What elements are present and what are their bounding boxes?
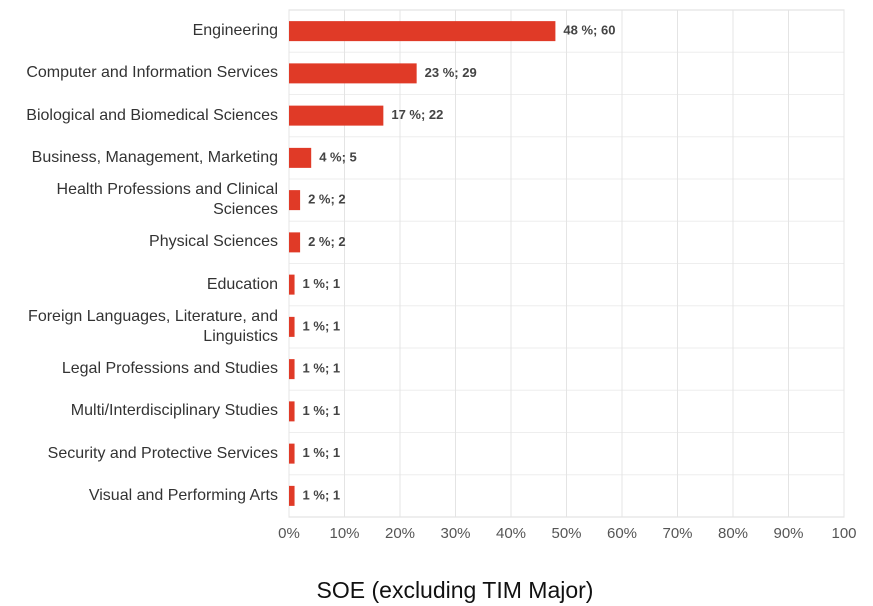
value-label: 2 %; 2 (308, 234, 346, 249)
value-label: 23 %; 29 (425, 65, 477, 80)
value-label: 2 %; 2 (308, 192, 346, 207)
value-label: 17 %; 22 (391, 107, 443, 122)
bar (289, 190, 301, 211)
bar (289, 401, 295, 422)
value-label: 1 %; 1 (303, 403, 341, 418)
x-tick-label: 10% (329, 525, 359, 542)
y-tick-label: Biological and Biomedical Sciences (26, 106, 278, 124)
value-label: 1 %; 1 (303, 361, 341, 376)
x-tick-label: 50% (551, 525, 581, 542)
bar (289, 105, 384, 126)
value-label: 1 %; 1 (303, 445, 341, 460)
x-tick-label: 70% (662, 525, 692, 542)
bar (289, 443, 295, 464)
bar (289, 232, 301, 253)
y-tick-label: Physical Sciences (149, 233, 278, 251)
bar (289, 274, 295, 295)
x-tick-label: 20% (385, 525, 415, 542)
chart-title: SOE (excluding TIM Major) (317, 577, 594, 603)
bar (289, 63, 417, 84)
x-tick-label: 40% (496, 525, 526, 542)
y-tick-label: Multi/Interdisciplinary Studies (70, 402, 278, 420)
y-tick-label: Health Professions and Clinical Sciences (56, 181, 278, 219)
y-tick-label: Engineering (192, 22, 278, 40)
bar (289, 485, 295, 506)
y-tick-label: Visual and Performing Arts (88, 486, 278, 504)
y-tick-label: Foreign Languages, Literature, and Lingu… (28, 307, 278, 345)
y-tick-label: Business, Management, Marketing (31, 148, 278, 166)
x-tick-label: 80% (718, 525, 748, 542)
x-tick-label: 60% (607, 525, 637, 542)
x-tick-label: 90% (773, 525, 803, 542)
y-tick-label: Computer and Information Services (26, 64, 278, 82)
bar (289, 316, 295, 337)
value-label: 1 %; 1 (303, 318, 341, 333)
value-label: 48 %; 60 (563, 23, 615, 38)
x-tick-label: 30% (440, 525, 470, 542)
value-label: 1 %; 1 (303, 487, 341, 502)
bar (289, 359, 295, 380)
bar (289, 147, 312, 168)
y-tick-label: Legal Professions and Studies (61, 360, 278, 378)
value-label: 1 %; 1 (303, 276, 341, 291)
value-label: 4 %; 5 (319, 149, 357, 164)
y-tick-label: Security and Protective Services (47, 444, 278, 462)
x-tick-label: 0% (278, 525, 300, 542)
x-tick-label: 100 (831, 525, 856, 542)
bar (289, 21, 556, 42)
y-tick-label: Education (206, 275, 278, 293)
